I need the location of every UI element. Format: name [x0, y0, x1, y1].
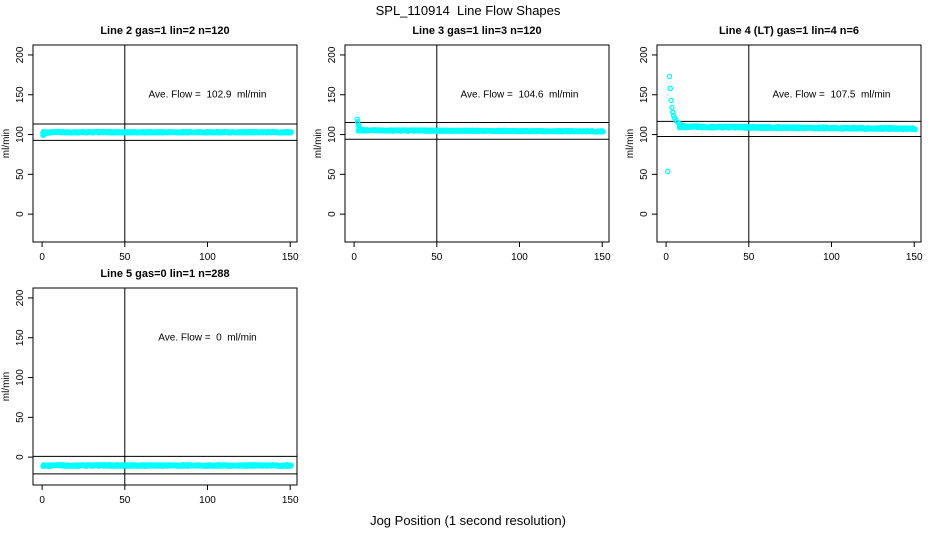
figure-xlabel: Jog Position (1 second resolution) [370, 513, 566, 528]
y-tick-label: 0 [639, 211, 650, 217]
points-layer [665, 73, 918, 175]
points-layer [40, 462, 294, 469]
data-point [354, 116, 360, 123]
data-point [600, 128, 606, 135]
plot-line-4: Line 4 (LT) gas=1 lin=4 n=6 0 50 100 150 0 50 1… [625, 25, 923, 263]
panel-title: Line 3 gas=1 lin=3 n=120 [412, 25, 541, 37]
y-tick-label: 100 [639, 126, 650, 143]
y-tick-label: 100 [327, 126, 338, 143]
y-tick-label: 150 [639, 86, 650, 103]
plot-box [32, 287, 298, 486]
ave-flow-annotation: Ave. Flow = 107.5 ml/min [773, 90, 891, 101]
y-tick-label: 0 [15, 211, 26, 217]
y-axis-label: ml/min [1, 129, 12, 158]
y-tick-label: 50 [15, 168, 26, 180]
y-tick-label: 150 [15, 86, 26, 103]
points-layer [354, 116, 606, 135]
ave-flow-annotation: Ave. Flow = 104.6 ml/min [461, 90, 579, 101]
points-layer [40, 128, 294, 139]
panel-line-4: Line 4 (LT) gas=1 lin=4 n=6 0 50 100 150 0 50 1… [624, 20, 936, 268]
y-tick-label: 50 [15, 411, 26, 423]
y-tick-label: 150 [327, 86, 338, 103]
plot-box [32, 44, 298, 243]
x-tick-label: 150 [906, 252, 923, 263]
panel-title: Line 4 (LT) gas=1 lin=4 n=6 [719, 25, 859, 37]
plot-box [344, 44, 610, 243]
figure-title: SPL_110914 Line Flow Shapes [375, 3, 561, 18]
x-tick-label: 50 [431, 252, 443, 263]
y-tick-label: 100 [15, 126, 26, 143]
y-tick-label: 200 [15, 289, 26, 306]
plot-line-3: Line 3 gas=1 lin=3 n=120 0 50 100 150 0 50 100 1… [313, 25, 611, 263]
x-tick-label: 100 [511, 252, 528, 263]
panel-line-5: Line 5 gas=0 lin=1 n=288 0 50 100 150 0 50 100 1… [0, 263, 312, 511]
y-tick-label: 0 [327, 211, 338, 217]
x-tick-label: 150 [282, 252, 299, 263]
ave-flow-annotation: Ave. Flow = 102.9 ml/min [149, 90, 267, 101]
panel-title: Line 2 gas=1 lin=2 n=120 [100, 25, 229, 37]
x-tick-label: 50 [743, 252, 755, 263]
y-axis-label: ml/min [625, 129, 636, 158]
y-tick-label: 100 [15, 369, 26, 386]
data-point [669, 104, 675, 111]
data-point [669, 109, 676, 116]
y-axis-label: ml/min [1, 372, 12, 401]
y-tick-label: 200 [639, 46, 650, 63]
data-point [666, 73, 673, 80]
x-tick-label: 0 [39, 252, 45, 263]
data-point [288, 462, 294, 468]
x-tick-label: 100 [823, 252, 840, 263]
ave-flow-annotation: Ave. Flow = 0 ml/min [158, 333, 256, 344]
data-point [354, 119, 361, 125]
x-tick-label: 50 [119, 252, 131, 263]
data-point [667, 85, 673, 92]
x-tick-label: 0 [39, 495, 45, 506]
panel-line-3: Line 3 gas=1 lin=3 n=120 0 50 100 150 0 50 100 1… [312, 20, 624, 268]
x-tick-label: 100 [199, 495, 216, 506]
plot-box [656, 44, 922, 243]
y-axis-label: ml/min [313, 129, 324, 158]
y-tick-label: 50 [639, 168, 650, 180]
plot-line-5: Line 5 gas=0 lin=1 n=288 0 50 100 150 0 50 100 1… [1, 268, 299, 506]
y-tick-label: 0 [15, 454, 26, 460]
y-tick-label: 200 [15, 46, 26, 63]
x-tick-label: 0 [663, 252, 669, 263]
panel-title: Line 5 gas=0 lin=1 n=288 [100, 268, 229, 280]
y-tick-label: 50 [327, 168, 338, 180]
x-tick-label: 50 [119, 495, 131, 506]
data-point [288, 129, 294, 135]
x-tick-label: 0 [351, 252, 357, 263]
data-point [912, 126, 918, 133]
plot-line-2: Line 2 gas=1 lin=2 n=120 0 50 100 150 0 50 100 1… [1, 25, 299, 263]
x-tick-label: 150 [594, 252, 611, 263]
x-tick-label: 100 [199, 252, 216, 263]
y-tick-label: 200 [327, 46, 338, 63]
data-point [668, 97, 674, 104]
panel-line-2: Line 2 gas=1 lin=2 n=120 0 50 100 150 0 50 100 1… [0, 20, 312, 268]
y-tick-label: 150 [15, 329, 26, 346]
data-point [665, 168, 671, 175]
x-tick-label: 150 [282, 495, 299, 506]
